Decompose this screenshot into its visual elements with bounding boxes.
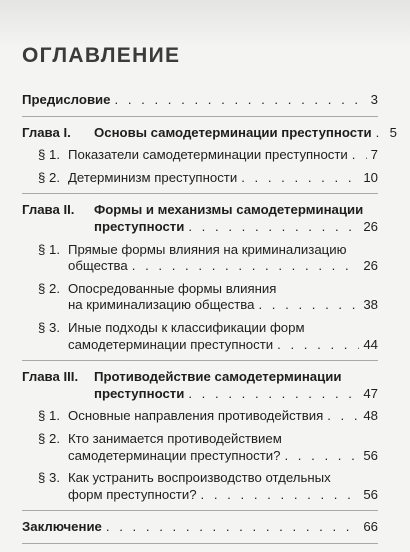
chapter-label: Глава II. <box>22 202 75 218</box>
toc-section: § 2. Кто занимается противодействием сам… <box>22 431 378 464</box>
chapter-title-line: преступности <box>94 385 185 401</box>
chapter-title-line: Противодействие самодетерминации <box>94 369 342 385</box>
toc-section: § 3. Иные подходы к классификации форм с… <box>22 320 378 353</box>
table-of-contents: Предисловие 3 Глава I. Основы самодетерм… <box>22 92 397 552</box>
leader-dots <box>258 297 359 314</box>
chapter-label: Глава III. <box>22 369 79 385</box>
chapter-title-line: преступности <box>94 218 185 234</box>
section-title-line: Иные подходы к классификации форм <box>68 319 305 335</box>
toc-chapter-1: Глава I. Основы самодетерминации преступ… <box>22 124 397 142</box>
section-title-line: форм преступности? <box>68 486 197 502</box>
section-page: 38 <box>363 297 378 313</box>
toc-chapter-2: Глава II. Формы и механизмы самодетермин… <box>22 202 378 235</box>
leader-dots <box>132 258 360 275</box>
toc-entry-conclusion: Заключение 66 <box>22 519 378 536</box>
leader-dots <box>352 147 367 164</box>
divider <box>22 360 378 362</box>
leader-dots <box>188 219 359 236</box>
toc-section: § 2. Детерминизм преступности 10 <box>22 170 378 187</box>
section-title-line: Прямые формы влияния на криминализацию <box>68 241 347 257</box>
section-label: § 2. <box>38 280 60 296</box>
section-label: § 2. <box>38 169 60 185</box>
section-label: § 1. <box>38 147 60 163</box>
chapter-title-line: Формы и механизмы самодетерминации <box>94 202 364 218</box>
facing-page-bleed <box>0 0 410 48</box>
section-title-line: Кто занимается противодействием <box>68 430 282 446</box>
chapter-label: Глава I. <box>22 124 71 140</box>
divider <box>22 115 378 117</box>
preface-label: Предисловие <box>22 92 111 107</box>
section-title: Детерминизм преступности <box>68 169 238 185</box>
section-title-line: самодетерминации преступности <box>68 336 274 352</box>
section-title-line: на криминализацию общества <box>68 297 255 313</box>
preface-page: 3 <box>370 92 378 107</box>
section-title-line: Опосредованные формы влияния <box>68 280 277 296</box>
page-title: ОГЛАВЛЕНИЕ <box>22 44 181 67</box>
conclusion-page: 66 <box>363 519 378 535</box>
toc-section: § 3. Как устранить воспроизводство отдел… <box>22 470 378 503</box>
leader-dots <box>106 519 359 536</box>
toc-section: § 1. Прямые формы влияния на криминализа… <box>22 242 378 275</box>
divider <box>22 542 378 544</box>
leader-dots <box>277 337 359 354</box>
section-label: § 3. <box>38 470 60 486</box>
section-title: Основные направления противодействия <box>68 408 324 424</box>
divider <box>22 193 378 195</box>
section-page: 10 <box>363 169 378 185</box>
leader-dots <box>376 125 386 142</box>
toc-section: § 1. Показатели самодетерминации преступ… <box>22 147 378 164</box>
leader-dots <box>115 92 367 109</box>
section-label: § 1. <box>38 241 60 257</box>
section-label: § 1. <box>38 408 60 424</box>
chapter-page: 47 <box>363 385 378 401</box>
leader-dots <box>284 448 359 465</box>
section-title-line: общества <box>68 258 128 274</box>
section-title-line: Как устранить воспроизводство отдельных <box>68 470 331 486</box>
section-page: 7 <box>370 147 378 163</box>
toc-section: § 1. Основные направления противодействи… <box>22 408 378 425</box>
section-label: § 2. <box>38 430 60 446</box>
conclusion-label: Заключение <box>22 519 102 535</box>
chapter-title: Основы самодетерминации преступности <box>94 124 372 140</box>
toc-chapter-3: Глава III. Противодействие самодетермина… <box>22 369 378 402</box>
divider <box>22 510 378 512</box>
section-page: 56 <box>363 447 378 463</box>
section-page: 56 <box>363 486 378 502</box>
section-page: 48 <box>363 408 378 424</box>
toc-section: § 2. Опосредованные формы влияния на кри… <box>22 281 378 314</box>
chapter-page: 5 <box>389 124 397 140</box>
leader-dots <box>201 487 360 504</box>
leader-dots <box>188 386 359 403</box>
section-title-line: самодетерминации преступности? <box>68 447 281 463</box>
section-title: Показатели самодетерминации преступности <box>68 147 348 163</box>
chapter-page: 26 <box>363 218 378 234</box>
section-label: § 3. <box>38 319 60 335</box>
leader-dots <box>327 408 359 425</box>
section-page: 26 <box>363 258 378 274</box>
toc-entry-preface: Предисловие 3 <box>22 92 378 109</box>
section-page: 44 <box>363 336 378 352</box>
leader-dots <box>241 170 359 187</box>
